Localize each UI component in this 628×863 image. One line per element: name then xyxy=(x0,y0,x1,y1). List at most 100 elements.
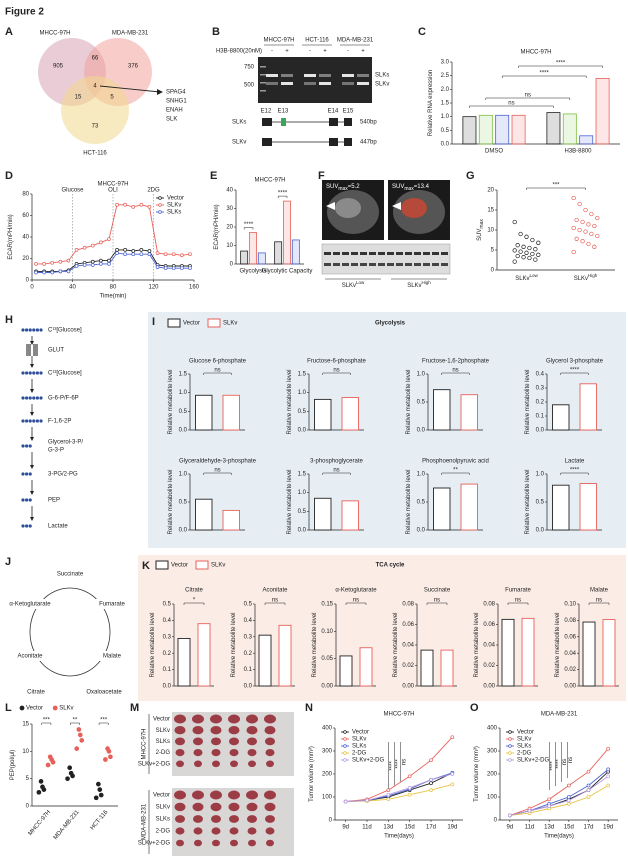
legend-label: SLKv xyxy=(211,563,225,569)
gene-label: ENAH xyxy=(166,108,183,114)
gene-label: SNHG1 xyxy=(166,99,187,105)
tumor xyxy=(265,815,275,823)
y-tick-label: 5 xyxy=(26,776,30,782)
bar xyxy=(595,78,610,145)
venn-count: 66 xyxy=(92,56,99,62)
treatment-sign: + xyxy=(323,49,327,55)
y-axis-label: SUVmax xyxy=(477,219,486,241)
y-tick-label: 0.02 xyxy=(483,663,495,669)
point xyxy=(450,772,455,776)
point xyxy=(429,781,433,786)
tumor xyxy=(247,737,257,746)
x-axis-label: Time(days) xyxy=(544,834,574,840)
data-point xyxy=(65,776,70,782)
series-line xyxy=(345,736,453,803)
tumor-row-label: SLKs xyxy=(156,817,170,823)
point xyxy=(50,270,55,275)
exon xyxy=(344,118,352,126)
y-axis-label-text: Tumor volume (mm³) xyxy=(474,746,480,802)
tumor xyxy=(265,737,275,746)
legend-marker xyxy=(343,751,347,755)
legend-label: SLKs xyxy=(167,210,181,216)
y-tick-label: 0.06 xyxy=(564,634,576,640)
y-tick-label: 15 xyxy=(487,208,494,214)
gel-band xyxy=(333,252,340,255)
band-label: SLKs xyxy=(375,73,389,79)
ladder-band xyxy=(260,74,266,76)
panel-label: D xyxy=(5,170,13,182)
tumor-row-label: SLKv xyxy=(156,728,170,734)
pet-arrow xyxy=(392,202,401,210)
y-tick-label: 0 xyxy=(491,268,495,274)
x-tick-label: 120 xyxy=(148,285,159,291)
gel-band xyxy=(396,252,403,255)
significance: ns xyxy=(596,598,602,604)
tumor xyxy=(210,726,222,735)
marker-label: 750 xyxy=(244,65,255,71)
y-tick-label: 1.0 xyxy=(298,490,307,496)
event-label: Glucose xyxy=(61,188,84,194)
data-point xyxy=(47,754,53,760)
significance: **** xyxy=(278,191,288,197)
treatment-sign: + xyxy=(285,49,289,55)
marker-label: 500 xyxy=(244,83,255,89)
point xyxy=(58,269,63,274)
data-point xyxy=(76,727,82,732)
data-point xyxy=(93,795,99,801)
data-point xyxy=(68,770,74,776)
tumor xyxy=(230,760,238,768)
metabolite-label: Aconitate xyxy=(17,654,43,660)
tumor xyxy=(175,749,185,757)
bar xyxy=(579,383,597,431)
chart-title: Citrate xyxy=(185,588,203,594)
y-tick-label: 0.3 xyxy=(536,386,545,392)
data-point xyxy=(97,787,103,792)
data-point xyxy=(103,757,108,762)
panel-label: C xyxy=(418,26,426,38)
data-point xyxy=(512,219,517,225)
tumor xyxy=(193,827,203,835)
point xyxy=(139,202,144,207)
point xyxy=(450,782,455,787)
significance: *** xyxy=(552,183,560,189)
point xyxy=(115,251,119,255)
point xyxy=(42,262,47,266)
x-tick-label: 17d xyxy=(426,825,436,831)
data-point xyxy=(592,223,597,229)
metabolite-label: Fumarate xyxy=(99,602,125,608)
y-tick-label: 0.02 xyxy=(564,667,576,673)
treatment-sign: - xyxy=(271,49,273,55)
point xyxy=(98,262,103,266)
data-point xyxy=(108,754,113,760)
treatment-sign: - xyxy=(309,49,311,55)
point xyxy=(90,259,95,264)
cell-line-label: MDA-MB-231 xyxy=(337,38,374,44)
data-point xyxy=(524,250,529,255)
y-axis-label: Relative metabolite level xyxy=(231,612,237,677)
tumor-row-label: 2-DG xyxy=(156,829,171,835)
point xyxy=(407,774,412,779)
point xyxy=(131,249,136,253)
gene-label: SPAG4 xyxy=(166,90,186,96)
isoform-size: 447bp xyxy=(360,140,377,146)
legend-label: 2-DG xyxy=(517,751,532,757)
liver xyxy=(401,198,427,218)
carbon-dot xyxy=(21,472,25,476)
carbon-dot xyxy=(28,498,32,502)
y-tick-label: 0.5 xyxy=(536,500,545,506)
tumor xyxy=(264,714,276,724)
y-tick-label: 200 xyxy=(322,772,333,778)
liver xyxy=(335,198,361,218)
y-tick-label: 0.08 xyxy=(483,602,495,608)
section-title: Glycolysis xyxy=(375,321,406,327)
y-axis-label-text: Relative RNA expression xyxy=(428,70,434,136)
y-tick-label: 0.00 xyxy=(402,684,414,690)
significance: **** xyxy=(570,368,580,374)
glut-icon xyxy=(33,344,38,356)
series-line xyxy=(345,773,453,803)
chart-title: MDA-MB-231 xyxy=(541,712,578,718)
bar xyxy=(478,114,493,145)
tumor xyxy=(175,815,185,823)
y-tick-label: 100 xyxy=(322,795,333,801)
chart-title: MHCC-97H xyxy=(97,182,128,188)
